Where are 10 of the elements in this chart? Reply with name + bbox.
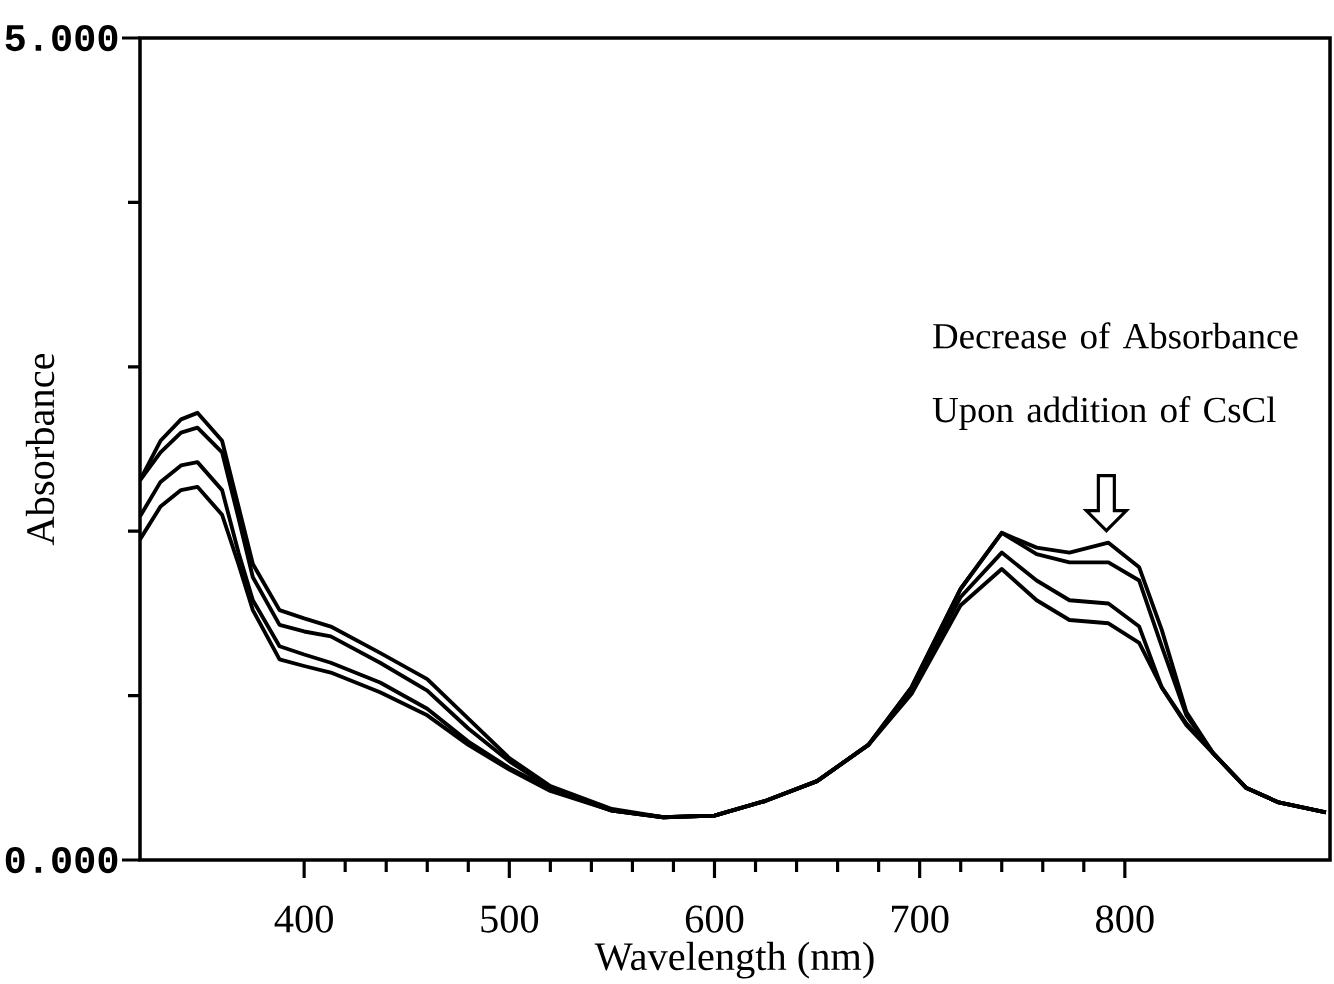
y-tick-label: 0.000 bbox=[5, 846, 118, 874]
y-axis-title: Absorbance bbox=[25, 353, 55, 546]
x-tick-label: 500 bbox=[481, 905, 539, 933]
text: Decrease of Absorbance Upon addition of CsCl bbox=[932, 322, 1298, 430]
x-tick-label: 800 bbox=[1096, 905, 1154, 933]
x-tick-label: 700 bbox=[892, 905, 949, 933]
x-tick-label: 600 bbox=[685, 905, 744, 933]
x-axis-title: Wavelength (nm) bbox=[594, 941, 874, 979]
x-tick-label: 400 bbox=[274, 905, 333, 933]
y-tick-label: 5.000 bbox=[5, 24, 118, 52]
